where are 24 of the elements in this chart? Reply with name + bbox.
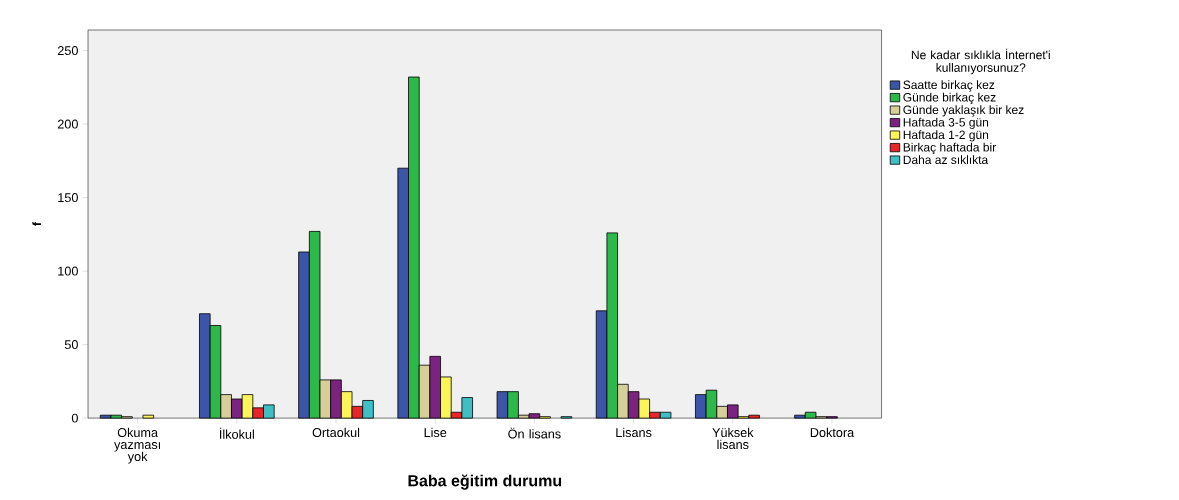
y-tick-label: 250 — [57, 46, 78, 56]
x-tick-label: Ön lisans — [508, 427, 561, 439]
legend-label: Haftada 1-2 gün — [903, 130, 989, 142]
y-tick-label: 150 — [58, 193, 78, 203]
legend-label: Haftada 3-5 gün — [903, 117, 989, 129]
x-tick-label: Yüksek lisans — [712, 427, 754, 449]
legend-label: Daha az sıklıkta — [903, 155, 989, 164]
y-tick-label: 50 — [64, 340, 78, 350]
y-tick-label: 100 — [58, 266, 78, 276]
y-tick-label: 0 — [71, 413, 78, 423]
legend-label: Birkaç haftada bir — [903, 142, 996, 154]
y-axis-title: f — [32, 221, 42, 226]
x-axis-title: Baba eğitim durumu — [408, 474, 562, 490]
x-tick-label: Ortaokul — [312, 427, 360, 437]
legend-label: Saatte birkaç kez — [903, 80, 995, 92]
x-tick-label: Doktora — [810, 427, 855, 437]
x-tick-label: Okuma yazması yok — [114, 427, 161, 464]
x-tick-label: İlkokul — [220, 427, 254, 439]
legend-title: Ne kadar sıklıkla İnternet'i kullanıyorsunuz? — [911, 48, 1050, 75]
legend-label: Günde yaklaşık bir kez — [903, 105, 1024, 117]
x-tick-label: Lisans — [616, 427, 652, 437]
y-tick-label: 200 — [57, 119, 78, 129]
legend-label: Günde birkaç kez — [903, 92, 996, 104]
x-tick-label: Lise — [424, 427, 447, 437]
